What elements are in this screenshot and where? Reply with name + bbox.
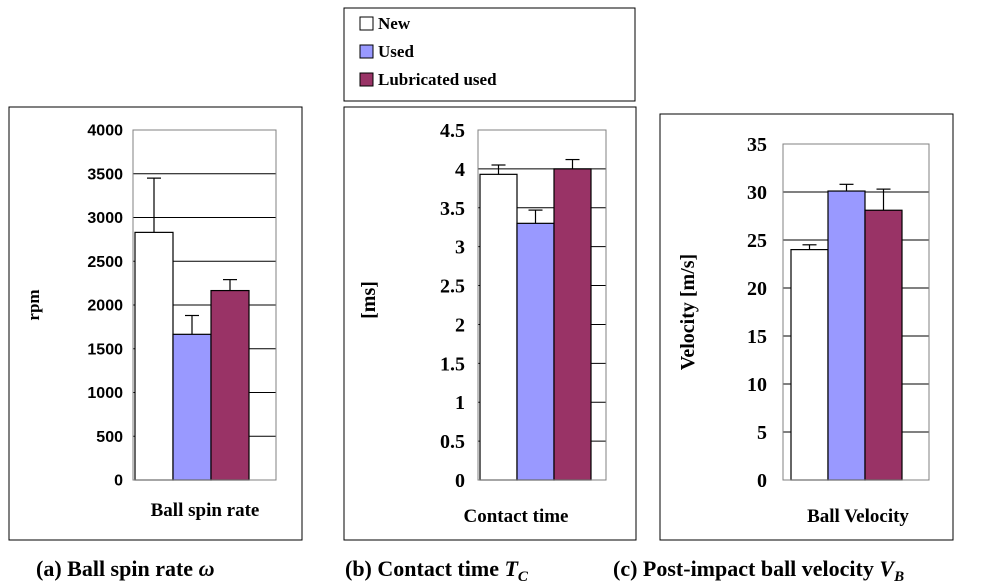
panel-c-bar-used: [827, 190, 866, 481]
caption-c-subscript: B: [893, 569, 904, 585]
panel-b-xlabel: Contact time: [464, 506, 569, 527]
panel-c-ytick-label: 15: [747, 326, 767, 348]
caption-b-subscript: C: [518, 569, 529, 585]
panel-b-ytick-label: 1.5: [440, 353, 465, 375]
panel-a-bar-used: [172, 333, 212, 481]
panel-c-ylabel: Velocity [m/s]: [677, 254, 699, 370]
panel-c-plot-area: [782, 143, 930, 481]
legend-swatch-lubricated: [359, 72, 374, 87]
legend-label-lubricated: Lubricated used: [378, 70, 497, 89]
panel-c-ytick-label: 20: [747, 278, 767, 300]
panel-c-bar-lubricated: [864, 209, 903, 481]
panel-c-ytick-label: 35: [747, 134, 767, 156]
panel-a-frame: [8, 106, 303, 541]
panel-b-ytick-label: 2.5: [440, 276, 465, 298]
panel-a-yticks: 0 500 1000 1500 2000 2500 3000 3500 4000: [87, 123, 123, 490]
panel-c-bar-new: [790, 249, 829, 481]
panel-a-bars: [134, 177, 250, 481]
panel-b-ytick-label: 4: [455, 159, 465, 181]
panel-b-bar-used: [516, 222, 555, 481]
panel-a-ytick-label: 3000: [87, 210, 123, 227]
panel-b-ytick-label: 3.5: [440, 198, 465, 220]
panel-a-ytick-label: 3500: [87, 166, 123, 183]
caption-c-text: (c) Post-impact ball velocity: [613, 556, 879, 581]
panel-c-ytick-label: 0: [757, 470, 767, 492]
panel-c-frame: [659, 113, 954, 541]
panel-c: 0 5 10 15 20 25 30 35 Velocity [m/s] Ball Veloc…: [659, 113, 954, 541]
panel-c-yticks: 0 5 10 15 20 25 30 35: [747, 134, 767, 492]
panel-b-ytick-label: 4.5: [440, 120, 465, 142]
panel-a-bar-lubricated: [210, 289, 250, 481]
panel-c-ytick-label: 10: [747, 374, 767, 396]
panel-b-bars: [479, 158, 592, 481]
panel-a-ytick-label: 500: [96, 429, 123, 446]
panel-a-ytick-label: 2500: [87, 254, 123, 271]
panel-c-ytick-label: 30: [747, 182, 767, 204]
caption-b-symbol: T: [504, 556, 519, 581]
panel-a-ytick-label: 1000: [87, 385, 123, 402]
panel-b-ytick-label: 3: [455, 237, 465, 259]
legend: New Used Lubricated used: [343, 7, 636, 102]
caption-a-text: (a) Ball spin rate: [36, 556, 199, 581]
panel-b-yticks: 0 0.5 1 1.5 2 2.5 3 3.5 4 4.5: [440, 120, 465, 492]
panel-a: 0 500 1000 1500 2000 2500 3000 3500 4000 rpm Bal…: [8, 106, 303, 541]
panel-b-ytick-label: 2: [455, 314, 465, 336]
panel-b-ytick-label: 0: [455, 470, 465, 492]
legend-frame: [343, 7, 636, 102]
panel-b-ylabel: [ms]: [358, 281, 380, 319]
panel-a-xlabel: Ball spin rate: [151, 500, 260, 521]
panel-b-frame: [343, 106, 637, 541]
panel-b-plot-area: [477, 129, 607, 481]
legend-label-new: New: [378, 14, 411, 33]
panel-b-bar-new: [479, 173, 518, 481]
caption-c-symbol: V: [879, 556, 896, 581]
panel-a-plot-area: [132, 129, 277, 481]
panel-a-bar-new: [134, 231, 174, 481]
panel-a-ytick-label: 2000: [87, 298, 123, 315]
panel-a-ytick-label: 1500: [87, 341, 123, 358]
panel-c-xlabel: Ball Velocity: [807, 506, 909, 527]
panel-b-bar-lubricated: [553, 168, 592, 481]
panel-c-ytick-label: 25: [747, 230, 767, 252]
caption-c: (c) Post-impact ball velocity VB: [613, 556, 904, 585]
caption-b-text: (b) Contact time: [345, 556, 504, 581]
caption-a-symbol: ω: [199, 556, 215, 581]
panel-a-ylabel: rpm: [24, 289, 43, 320]
legend-swatch-new: [359, 16, 374, 31]
panel-c-ytick-label: 5: [757, 422, 767, 444]
caption-b: (b) Contact time TC: [345, 556, 529, 585]
panel-a-ytick-label: 0: [114, 473, 123, 490]
legend-label-used: Used: [378, 42, 414, 61]
panel-b-ytick-label: 0.5: [440, 431, 465, 453]
panel-c-bars: [790, 183, 903, 481]
panel-b-ytick-label: 1: [455, 392, 465, 414]
panel-a-ytick-label: 4000: [87, 123, 123, 140]
caption-a: (a) Ball spin rate ω: [36, 556, 215, 581]
legend-swatch-used: [359, 44, 374, 59]
panel-b: 0 0.5 1 1.5 2 2.5 3 3.5 4 4.5 [ms] Contact time: [343, 106, 637, 541]
